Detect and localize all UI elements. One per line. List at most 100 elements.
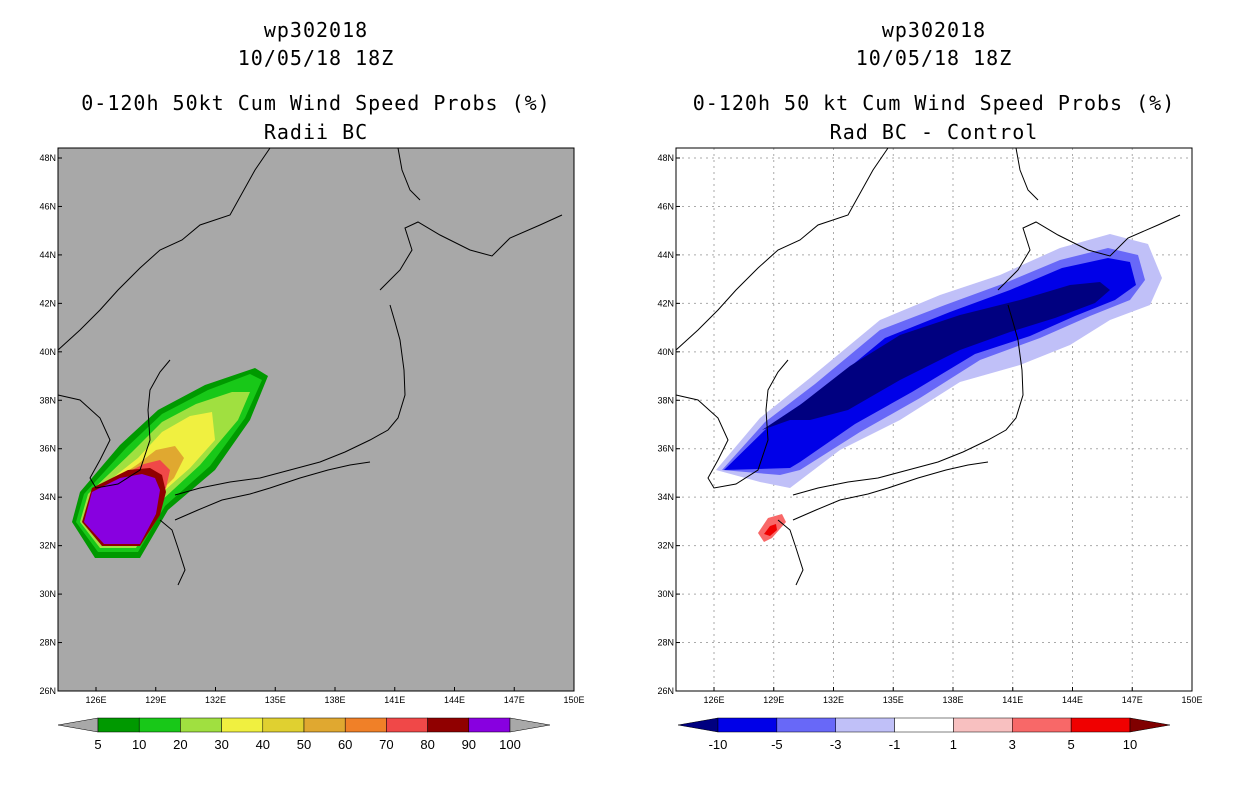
- left-lat-label: 26N: [39, 686, 56, 696]
- right-colorbar-label: -1: [889, 737, 901, 752]
- right-lon-label: 126E: [703, 695, 724, 705]
- right-coastlines: [675, 147, 1181, 586]
- right-colorbar-segment: [953, 717, 1013, 733]
- left-coast-honshu-south: [174, 461, 371, 521]
- left-coast-kyushu: [159, 519, 186, 586]
- left-lat-labels: 48N 46N 44N 42N 40N 38N 36N 34N 32N 30N 28N 26N: [39, 153, 62, 696]
- left-lat-label: 34N: [39, 492, 56, 502]
- right-lat-label: 46N: [657, 201, 674, 211]
- right-lat-label: 32N: [657, 541, 674, 551]
- left-colorbar-segment: [221, 717, 264, 733]
- right-lon-label: 141E: [1002, 695, 1023, 705]
- left-colorbar-label: 60: [338, 737, 352, 752]
- right-coast-honshu: [792, 304, 1024, 496]
- right-colorbar-segment: [1070, 717, 1131, 733]
- right-difference-field: [716, 234, 1162, 542]
- left-probability-field: [72, 368, 268, 558]
- left-lon-label: 138E: [324, 695, 345, 705]
- right-lat-label: 38N: [657, 395, 674, 405]
- right-coast-mainland: [675, 147, 889, 351]
- left-lon-label: 144E: [444, 695, 465, 705]
- right-lat-label: 40N: [657, 347, 674, 357]
- right-title-line3: 0-120h 50 kt Cum Wind Speed Probs (%): [692, 91, 1176, 115]
- left-coast-mainland: [57, 147, 271, 351]
- left-coast-honshu: [174, 304, 406, 496]
- right-colorbar-label: -10: [709, 737, 728, 752]
- left-colorbar-segment: [303, 717, 346, 733]
- right-colorbar-label: 3: [1009, 737, 1016, 752]
- left-colorbar-label: 20: [173, 737, 187, 752]
- left-contour-100: [84, 474, 160, 544]
- left-lon-label: 141E: [384, 695, 405, 705]
- right-lat-label: 48N: [657, 153, 674, 163]
- left-map-background: [58, 148, 574, 691]
- left-colorbar-label: 10: [132, 737, 146, 752]
- left-colorbar: 5 10 20 30 40 50 60 70 80 90 100: [57, 717, 551, 752]
- right-lat-label: 44N: [657, 250, 674, 260]
- left-colorbar-label: 70: [379, 737, 393, 752]
- left-colorbar-under-arrow: [57, 717, 99, 733]
- left-lon-label: 147E: [504, 695, 525, 705]
- left-lon-label: 129E: [145, 695, 166, 705]
- right-lon-label: 150E: [1181, 695, 1202, 705]
- right-colorbar: -10 -5 -3 -1 1 3 5 10: [677, 717, 1171, 752]
- left-colorbar-segment: [97, 717, 140, 733]
- left-lon-label: 135E: [265, 695, 286, 705]
- right-colorbar-segment: [894, 717, 954, 733]
- left-lat-label: 46N: [39, 201, 56, 211]
- left-lat-label: 48N: [39, 153, 56, 163]
- left-colorbar-segment: [180, 717, 222, 733]
- right-colorbar-segment: [835, 717, 895, 733]
- right-lat-label: 34N: [657, 492, 674, 502]
- right-coast-korea: [675, 359, 789, 489]
- left-lat-label: 32N: [39, 541, 56, 551]
- left-colorbar-over-arrow: [509, 717, 551, 733]
- left-coast-hokkaido: [379, 214, 563, 291]
- right-lat-label: 36N: [657, 444, 674, 454]
- right-title-line2: 10/05/18 18Z: [855, 46, 1013, 70]
- left-coast-sakhalin: [397, 147, 421, 201]
- right-lon-label: 147E: [1122, 695, 1143, 705]
- right-colorbar-over-arrow: [1129, 717, 1171, 733]
- left-lat-label: 44N: [39, 250, 56, 260]
- right-colorbar-label: 10: [1123, 737, 1137, 752]
- left-map: 48N 46N 44N 42N 40N 38N 36N 34N 32N 30N 28N 26N 126…: [39, 147, 585, 705]
- right-colorbar-label: -3: [830, 737, 842, 752]
- right-lon-label: 129E: [763, 695, 784, 705]
- right-map-frame: [675, 147, 1193, 692]
- right-colorbar-label: -5: [771, 737, 783, 752]
- left-map-frame: [57, 147, 575, 692]
- left-title-line1: wp302018: [263, 18, 369, 42]
- left-lat-label: 38N: [39, 395, 56, 405]
- left-title-line2: 10/05/18 18Z: [237, 46, 395, 70]
- right-colorbar-segment: [1012, 717, 1072, 733]
- left-colorbar-segment: [344, 717, 387, 733]
- left-lat-label: 42N: [39, 298, 56, 308]
- left-lat-label: 36N: [39, 444, 56, 454]
- left-lon-label: 150E: [563, 695, 584, 705]
- right-title-line1: wp302018: [881, 18, 987, 42]
- right-lon-label: 132E: [823, 695, 844, 705]
- right-lat-label: 42N: [657, 298, 674, 308]
- right-colorbar-under-arrow: [677, 717, 719, 733]
- left-colorbar-segment: [468, 717, 511, 733]
- left-colorbar-segment: [427, 717, 470, 733]
- right-lat-label: 28N: [657, 638, 674, 648]
- left-lat-label: 40N: [39, 347, 56, 357]
- left-lat-label: 30N: [39, 589, 56, 599]
- right-lat-label: 30N: [657, 589, 674, 599]
- left-title-line3: 0-120h 50kt Cum Wind Speed Probs (%): [81, 91, 551, 115]
- right-contour-plus5: [764, 524, 777, 536]
- left-colorbar-label: 5: [94, 737, 101, 752]
- left-colorbar-label: 90: [462, 737, 476, 752]
- left-colorbar-label: 80: [420, 737, 434, 752]
- right-contour-minus10: [762, 282, 1110, 430]
- left-colorbar-segment: [386, 717, 428, 733]
- left-colorbar-segment: [262, 717, 305, 733]
- right-lon-label: 138E: [942, 695, 963, 705]
- left-colorbar-label: 100: [499, 737, 521, 752]
- left-lon-label: 132E: [205, 695, 226, 705]
- right-lon-label: 135E: [883, 695, 904, 705]
- left-lat-label: 28N: [39, 638, 56, 648]
- right-lat-labels: 48N 46N 44N 42N 40N 38N 36N 34N 32N 30N 28N 26N: [657, 153, 680, 696]
